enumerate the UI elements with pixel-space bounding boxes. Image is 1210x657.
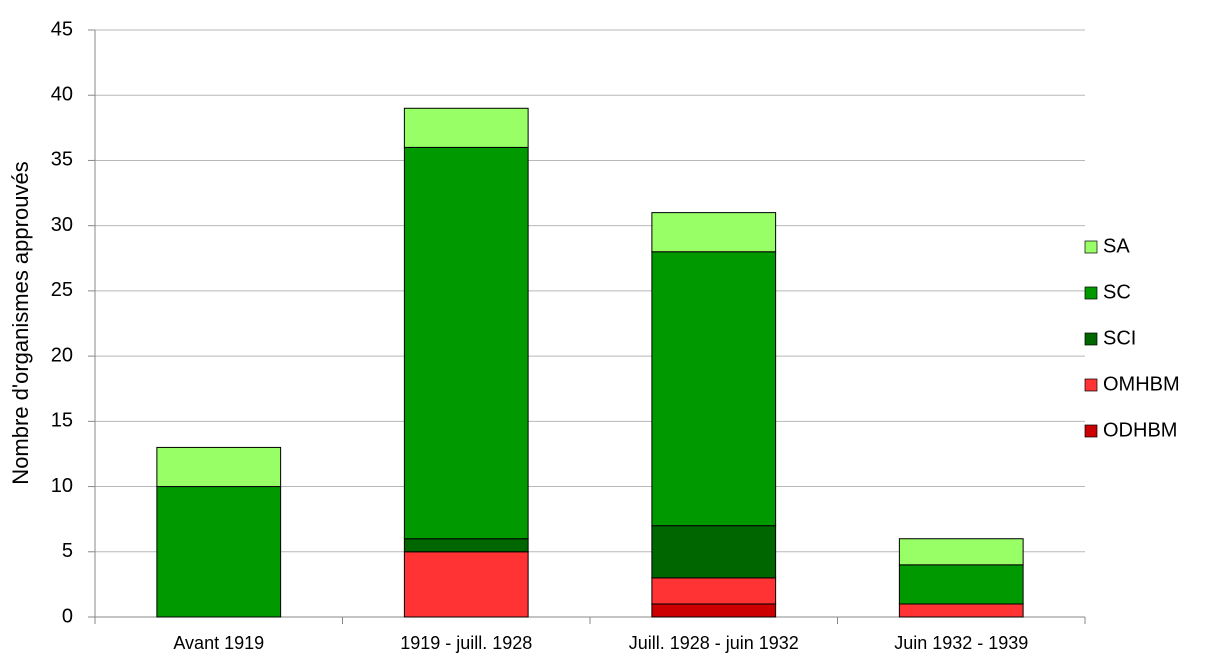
y-tick-label: 15 xyxy=(51,410,73,432)
y-tick-label: 40 xyxy=(51,84,73,106)
bar-segment xyxy=(403,551,529,618)
bar-segment xyxy=(156,486,282,618)
legend-swatch xyxy=(1084,424,1098,438)
bar-segment xyxy=(898,564,1024,605)
y-tick-label: 10 xyxy=(51,475,73,497)
bar-segment xyxy=(651,603,777,618)
legend-label: SA xyxy=(1103,235,1130,257)
x-tick-label: Juill. 1928 - juin 1932 xyxy=(629,633,799,653)
x-tick-label: Avant 1919 xyxy=(173,633,264,653)
legend-swatch xyxy=(1084,378,1098,392)
bar-segment xyxy=(898,538,1024,566)
legend-swatch xyxy=(1084,286,1098,300)
legend-label: SCI xyxy=(1103,327,1136,349)
y-tick-label: 0 xyxy=(62,605,73,627)
y-tick-label: 5 xyxy=(62,540,73,562)
bar-segment xyxy=(651,577,777,605)
bar-segment xyxy=(898,603,1024,618)
y-tick-label: 45 xyxy=(51,18,73,40)
bar-segment xyxy=(156,446,282,488)
bar-segment xyxy=(651,525,777,579)
x-tick-label: 1919 - juill. 1928 xyxy=(400,633,532,653)
y-tick-label: 30 xyxy=(51,214,73,236)
x-tick-label: Juin 1932 - 1939 xyxy=(894,633,1028,653)
legend-label: ODHBM xyxy=(1103,419,1177,441)
bar-segment xyxy=(651,251,777,527)
legend-swatch xyxy=(1084,240,1098,254)
legend-label: OMHBM xyxy=(1103,373,1180,395)
y-tick-label: 35 xyxy=(51,149,73,171)
bar-segment xyxy=(651,212,777,253)
bar-segment xyxy=(403,538,529,553)
bar-segment xyxy=(403,146,529,540)
legend-label: SC xyxy=(1103,281,1131,303)
y-tick-label: 25 xyxy=(51,279,73,301)
y-axis-label: Nombre d'organismes approuvés xyxy=(8,161,33,484)
y-tick-label: 20 xyxy=(51,344,73,366)
bar-segment xyxy=(403,107,529,148)
legend-swatch xyxy=(1084,332,1098,346)
